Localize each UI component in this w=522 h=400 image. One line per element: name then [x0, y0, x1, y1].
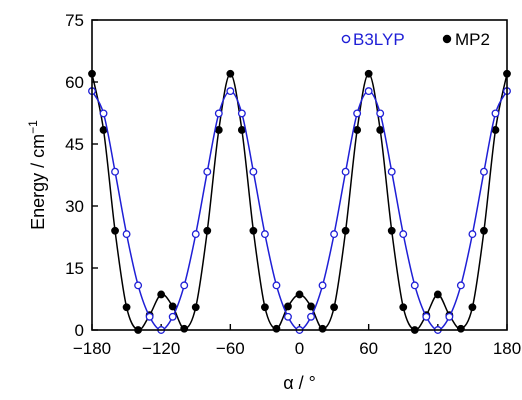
y-tick-label: 45: [65, 135, 84, 154]
data-point-b3lyp: [180, 281, 189, 290]
y-tick-label: 0: [75, 321, 84, 340]
legend-label-b3lyp: B3LYP: [353, 30, 405, 49]
data-point-mp2: [157, 290, 166, 299]
data-point-mp2: [203, 226, 212, 235]
data-point-b3lyp: [260, 230, 269, 239]
data-point-b3lyp: [364, 87, 373, 96]
y-axis-ticks: 0 15 30 45 60 75: [65, 11, 98, 340]
x-tick-label: −60: [216, 339, 245, 358]
data-point-mp2: [341, 226, 350, 235]
x-tick-label: −180: [73, 339, 111, 358]
y-tick-label: 15: [65, 259, 84, 278]
data-point-b3lyp: [422, 312, 431, 321]
data-point-mp2: [261, 303, 269, 312]
data-point-b3lyp: [445, 312, 454, 321]
data-point-b3lyp: [341, 167, 350, 176]
data-point-b3lyp: [99, 109, 108, 118]
data-point-mp2: [284, 302, 292, 311]
data-point-mp2: [456, 324, 465, 333]
data-point-b3lyp: [249, 167, 258, 176]
data-point-mp2: [99, 126, 108, 134]
data-point-b3lyp: [134, 281, 143, 290]
data-point-mp2: [180, 324, 189, 333]
legend-label-mp2: MP2: [455, 30, 490, 49]
data-point-b3lyp: [376, 109, 385, 118]
legend-marker-mp2: [442, 34, 452, 44]
x-tick-label: 0: [295, 339, 304, 358]
data-point-mp2: [387, 226, 396, 235]
data-point-b3lyp: [410, 281, 419, 290]
data-point-mp2: [295, 290, 304, 299]
y-axis-label-text: Energy / cm: [28, 134, 48, 230]
x-axis-label: α / °: [283, 373, 316, 393]
y-axis-label: Energy / cm−1: [26, 120, 48, 230]
data-point-b3lyp: [214, 109, 223, 118]
series-layer: [88, 69, 511, 334]
data-point-mp2: [330, 303, 338, 312]
data-point-mp2: [214, 126, 223, 134]
data-point-b3lyp: [318, 281, 327, 290]
data-point-mp2: [433, 290, 442, 299]
x-tick-label: 180: [493, 339, 521, 358]
data-point-mp2: [468, 303, 477, 312]
data-point-b3lyp: [399, 230, 408, 239]
data-point-b3lyp: [468, 230, 477, 239]
data-point-mp2: [399, 303, 408, 312]
data-point-b3lyp: [479, 167, 488, 176]
data-point-b3lyp: [226, 87, 235, 96]
data-point-b3lyp: [145, 312, 154, 321]
legend-marker-b3lyp: [341, 34, 351, 44]
data-point-mp2: [111, 226, 119, 235]
data-point-mp2: [491, 126, 500, 134]
data-point-mp2: [191, 303, 200, 312]
x-tick-label: −120: [142, 339, 180, 358]
data-point-b3lyp: [272, 281, 281, 290]
data-point-mp2: [226, 69, 235, 78]
data-point-b3lyp: [307, 312, 315, 321]
y-tick-label: 60: [65, 73, 84, 92]
data-point-mp2: [122, 303, 131, 312]
data-point-mp2: [353, 126, 362, 134]
data-point-b3lyp: [456, 281, 465, 290]
data-point-b3lyp: [122, 230, 131, 239]
data-point-mp2: [307, 302, 315, 311]
legend: B3LYP MP2: [341, 30, 490, 49]
data-point-mp2: [376, 126, 385, 134]
x-tick-label: 120: [424, 339, 452, 358]
data-point-b3lyp: [353, 109, 362, 118]
data-point-b3lyp: [203, 167, 212, 176]
data-point-mp2: [480, 226, 488, 235]
y-axis-label-superscript: −1: [26, 120, 40, 134]
data-point-mp2: [318, 324, 327, 333]
data-point-b3lyp: [237, 109, 246, 118]
plot-frame: [91, 19, 508, 331]
data-point-mp2: [249, 226, 258, 235]
data-point-mp2: [237, 126, 246, 134]
data-point-b3lyp: [284, 312, 292, 321]
data-point-b3lyp: [168, 312, 177, 321]
data-point-b3lyp: [491, 109, 500, 118]
y-tick-label: 30: [65, 197, 84, 216]
data-point-b3lyp: [111, 167, 120, 176]
data-point-b3lyp: [330, 230, 339, 239]
data-point-mp2: [272, 324, 281, 333]
data-point-mp2: [364, 69, 373, 78]
data-point-b3lyp: [191, 230, 200, 239]
x-tick-label: 60: [359, 339, 378, 358]
data-point-b3lyp: [387, 167, 396, 176]
y-tick-label: 75: [65, 11, 84, 30]
data-point-mp2: [168, 302, 177, 311]
